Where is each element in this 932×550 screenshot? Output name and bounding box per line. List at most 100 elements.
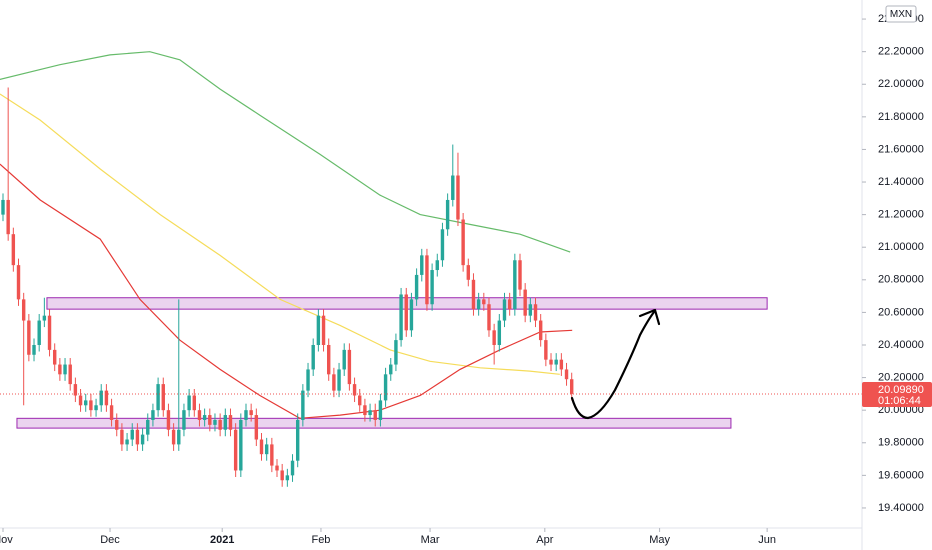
- candle-body: [192, 395, 196, 411]
- y-tick-label: 20.00000: [878, 404, 924, 416]
- candle-body: [208, 415, 212, 425]
- candle-body: [99, 390, 103, 406]
- candle-body: [451, 175, 455, 200]
- candle-body: [115, 419, 119, 430]
- currency-label: MXN: [890, 9, 912, 20]
- y-tick-label: 21.20000: [878, 209, 924, 221]
- candle-body: [301, 390, 305, 420]
- candle-body: [389, 364, 393, 375]
- candle-body: [202, 415, 207, 420]
- candle-body: [249, 410, 253, 416]
- candle-body: [507, 299, 512, 310]
- candle-body: [311, 344, 315, 370]
- y-tick-label: 19.60000: [878, 469, 924, 481]
- y-tick-label: 21.80000: [878, 111, 924, 123]
- moving-average-line: [0, 51, 571, 253]
- candle-body: [275, 465, 279, 471]
- candle-body: [502, 299, 507, 321]
- last-price-label: 20.09890: [878, 384, 924, 396]
- candle-body: [337, 369, 341, 391]
- x-tick-label: Dec: [100, 534, 120, 546]
- candle-body: [487, 304, 491, 331]
- candle-body: [280, 470, 284, 481]
- x-tick-label: Apr: [536, 534, 553, 546]
- candle-body: [58, 364, 62, 375]
- candle-body: [445, 199, 450, 230]
- candle-body: [347, 349, 352, 385]
- candle-body: [295, 419, 300, 461]
- y-tick-label: 21.00000: [878, 241, 924, 253]
- candle-body: [151, 410, 155, 420]
- candle-body: [187, 395, 191, 411]
- candle-body: [11, 234, 16, 266]
- y-tick-label: 22.00000: [878, 78, 924, 90]
- candle-body: [140, 434, 145, 445]
- candle-body: [42, 315, 47, 321]
- candle-body: [425, 255, 429, 305]
- candle-body: [1, 199, 5, 215]
- candle-body: [244, 410, 248, 420]
- candle-body: [528, 304, 533, 316]
- candle-body: [358, 395, 362, 406]
- x-tick-label: Mar: [421, 534, 440, 546]
- candle-body: [435, 260, 439, 271]
- candle-body: [569, 379, 574, 394]
- candle-body: [47, 315, 52, 350]
- candle-body: [554, 359, 558, 365]
- candle-body: [564, 369, 569, 380]
- candle-body: [104, 390, 109, 406]
- candle-body: [63, 364, 67, 375]
- drawn-arrow: [570, 310, 656, 420]
- candle-body: [461, 219, 465, 266]
- candle-body: [171, 429, 176, 445]
- x-tick-label: Nov: [0, 534, 13, 546]
- candle-body: [316, 315, 321, 345]
- candle-body: [414, 274, 419, 300]
- candle-body: [120, 429, 124, 445]
- candle-body: [78, 395, 83, 406]
- y-tick-label: 19.80000: [878, 437, 924, 449]
- candle-body: [482, 299, 486, 305]
- candle-body: [161, 384, 165, 411]
- candle-body: [218, 419, 222, 430]
- candle-body: [239, 419, 243, 471]
- candle-body: [130, 429, 134, 440]
- candle-body: [84, 400, 88, 406]
- candle-body: [233, 429, 238, 471]
- candle-body: [456, 175, 460, 220]
- y-tick-label: 21.40000: [878, 176, 924, 188]
- candle-body: [89, 400, 93, 411]
- candle-body: [27, 320, 31, 355]
- x-tick-label: Jun: [758, 534, 776, 546]
- last-price-badge: [862, 382, 932, 408]
- candle-body: [363, 405, 367, 416]
- candle-body: [430, 270, 434, 305]
- candle-body: [538, 320, 543, 341]
- candle-body: [518, 260, 522, 290]
- candle-body: [109, 405, 114, 420]
- candle-body: [321, 315, 326, 345]
- candle-body: [259, 439, 264, 455]
- candle-body: [16, 265, 21, 300]
- candle-body: [21, 299, 26, 321]
- candle-body: [492, 330, 496, 345]
- arrow-head: [638, 308, 661, 326]
- y-tick-label: 22.20000: [878, 46, 924, 58]
- y-tick-label: 20.60000: [878, 306, 924, 318]
- plot-area: [0, 51, 862, 487]
- candle-body: [156, 384, 160, 411]
- candle-body: [177, 429, 181, 445]
- candle-body: [394, 340, 398, 365]
- candle-body: [420, 255, 424, 275]
- candle-body: [559, 359, 564, 370]
- candle-body: [409, 299, 414, 331]
- currency-badge: [885, 5, 917, 23]
- candle-body: [197, 410, 202, 420]
- candle-body: [327, 344, 331, 375]
- candle-body: [146, 419, 150, 435]
- candle-body: [52, 349, 57, 365]
- y-tick-label: 20.80000: [878, 274, 924, 286]
- candle-body: [368, 410, 372, 416]
